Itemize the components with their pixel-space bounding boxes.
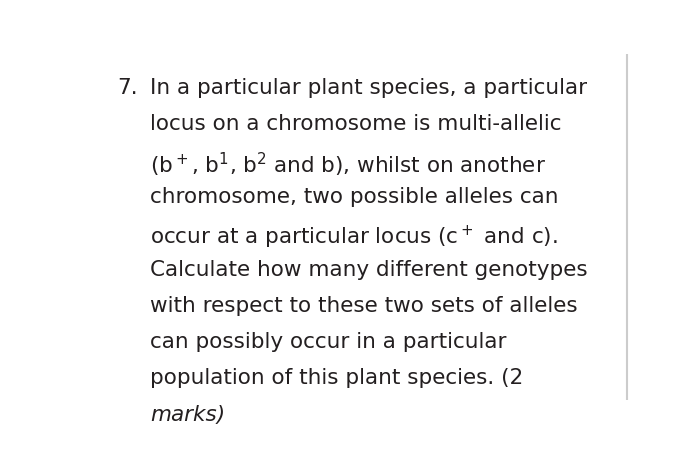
Text: chromosome, two possible alleles can: chromosome, two possible alleles can (150, 187, 559, 207)
Text: locus on a chromosome is multi-allelic: locus on a chromosome is multi-allelic (150, 114, 561, 134)
Text: occur at a particular locus (c$^+$ and c).: occur at a particular locus (c$^+$ and c… (150, 223, 558, 251)
Text: can possibly occur in a particular: can possibly occur in a particular (150, 332, 506, 352)
Text: population of this plant species. (2: population of this plant species. (2 (150, 369, 523, 388)
Text: 7.: 7. (118, 78, 138, 98)
Text: (b$^+$, b$^1$, b$^2$ and b), whilst on another: (b$^+$, b$^1$, b$^2$ and b), whilst on a… (150, 151, 546, 179)
Text: Calculate how many different genotypes: Calculate how many different genotypes (150, 260, 587, 280)
Text: with respect to these two sets of alleles: with respect to these two sets of allele… (150, 296, 578, 316)
Text: marks): marks) (150, 405, 225, 425)
Text: In a particular plant species, a particular: In a particular plant species, a particu… (150, 78, 587, 98)
